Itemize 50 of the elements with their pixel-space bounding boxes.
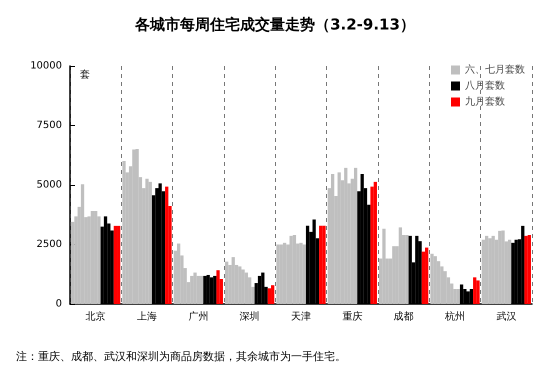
bar	[148, 182, 152, 304]
chart-title: 各城市每周住宅成交量走势（3.2-9.13）	[134, 16, 415, 34]
legend-label: 八月套数	[465, 80, 505, 92]
x-tick-label: 广州	[188, 310, 208, 322]
x-tick-label: 深圳	[240, 310, 260, 322]
y-tick-label: 5000	[36, 180, 62, 190]
bar	[405, 234, 409, 304]
bar	[319, 226, 322, 304]
bar	[508, 240, 512, 304]
bar	[430, 254, 434, 304]
y-tick-label: 2500	[36, 239, 62, 250]
y-tick-label: 10000	[30, 60, 62, 72]
bar	[200, 276, 204, 304]
x-tick-label: 成都	[394, 310, 414, 322]
x-tick-label: 杭州	[444, 310, 465, 322]
bar	[422, 252, 426, 304]
legend-label: 九月套数	[465, 96, 505, 108]
x-tick-label: 武汉	[496, 310, 516, 322]
bar	[524, 236, 528, 304]
bar	[165, 186, 168, 304]
bar	[114, 226, 118, 304]
x-tick-label: 天津	[291, 310, 311, 322]
y-axis-title: 套	[80, 68, 90, 80]
bar	[456, 289, 460, 304]
x-tick-label: 北京	[86, 310, 106, 322]
bar	[354, 168, 358, 304]
bar	[382, 228, 386, 304]
x-tick-label: 重庆	[342, 310, 362, 322]
bar	[190, 276, 194, 304]
bar	[80, 184, 84, 304]
bar	[225, 262, 228, 304]
bar	[268, 288, 272, 304]
text: 注：重庆、成都、武汉和深圳为商品房数据，其余城市为一手住宅。	[16, 350, 346, 363]
y-tick-label: 7500	[36, 120, 62, 131]
y-tick-label: 0	[56, 298, 62, 310]
bar	[322, 226, 326, 304]
bar	[302, 244, 306, 304]
bar	[482, 240, 485, 304]
bar	[528, 234, 531, 304]
bar	[117, 226, 120, 304]
legend-label: 六、七月套数	[465, 64, 525, 76]
bar	[122, 160, 126, 304]
bar	[425, 248, 428, 304]
bar	[374, 182, 377, 304]
x-tick-label: 上海	[137, 310, 157, 322]
bar	[276, 244, 280, 304]
bar	[271, 285, 274, 304]
bar	[476, 280, 480, 304]
bar	[473, 277, 476, 304]
bar	[216, 270, 220, 304]
